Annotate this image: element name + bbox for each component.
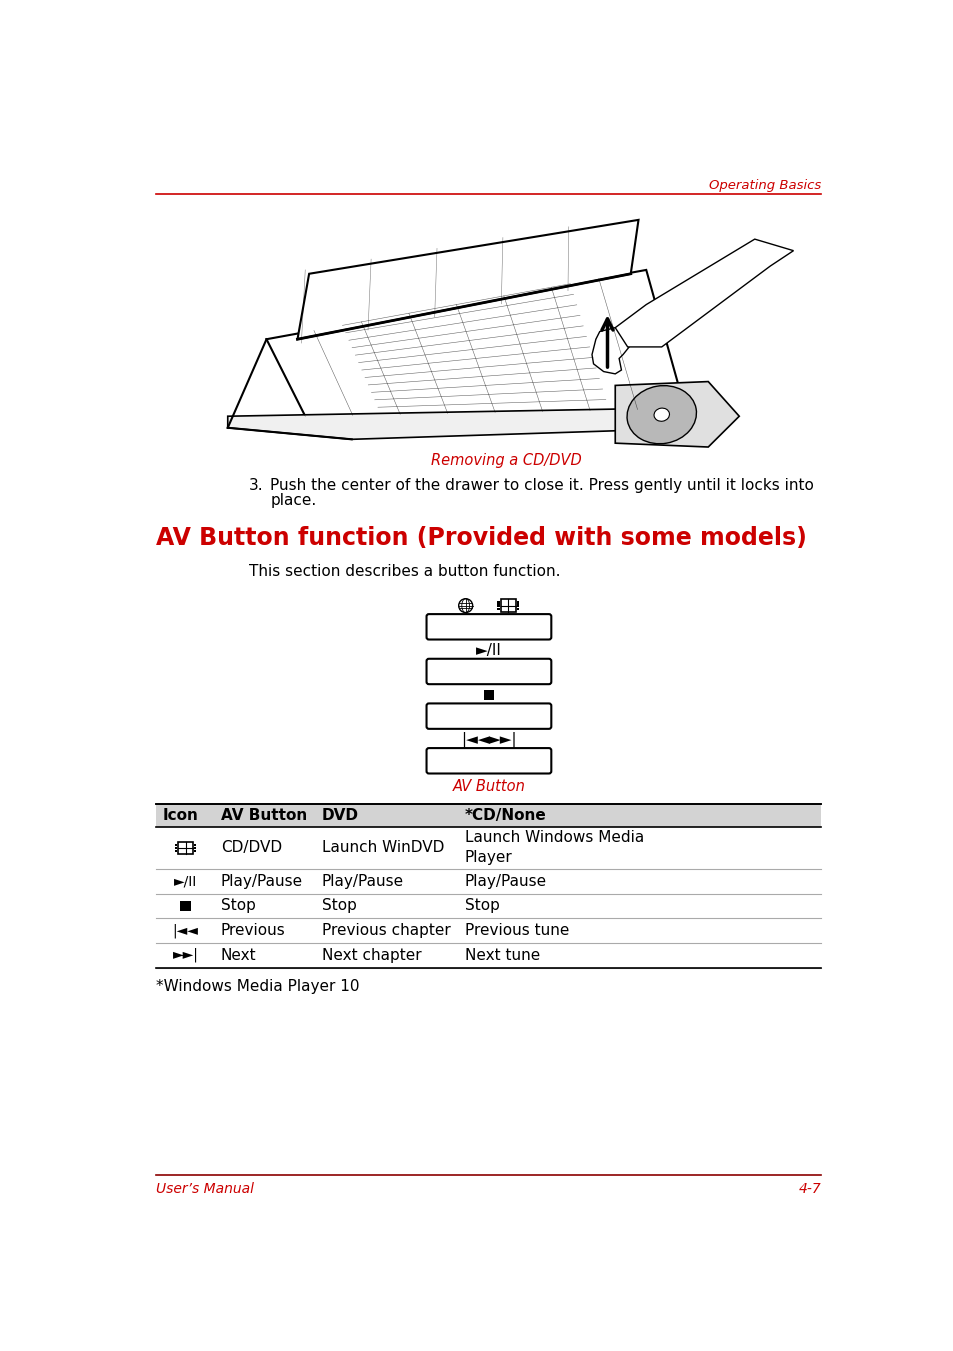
Polygon shape	[297, 220, 638, 339]
Text: ►►|: ►►|	[488, 732, 517, 747]
FancyBboxPatch shape	[426, 704, 551, 728]
Bar	[500, 600, 516, 612]
Text: Previous: Previous	[220, 923, 285, 938]
Ellipse shape	[654, 408, 669, 422]
Bar	[193, 847, 196, 848]
Text: ►/II: ►/II	[476, 643, 501, 658]
Text: Play/Pause: Play/Pause	[220, 874, 303, 889]
Text: Play/Pause: Play/Pause	[464, 874, 546, 889]
Bar	[174, 843, 177, 846]
Bar	[180, 901, 191, 912]
Text: Launch WinDVD: Launch WinDVD	[321, 840, 443, 855]
Text: *CD/None: *CD/None	[464, 808, 546, 823]
Text: Push the center of the drawer to close it. Press gently until it locks into: Push the center of the drawer to close i…	[270, 478, 814, 493]
Text: Removing a CD/DVD: Removing a CD/DVD	[431, 453, 581, 469]
Polygon shape	[266, 270, 684, 416]
Text: Launch Windows Media
Player: Launch Windows Media Player	[464, 831, 643, 865]
Text: Previous tune: Previous tune	[464, 923, 569, 938]
Text: Next chapter: Next chapter	[321, 947, 420, 963]
Bar	[174, 847, 177, 848]
Bar	[193, 843, 196, 846]
Bar	[517, 608, 518, 609]
Text: Next tune: Next tune	[464, 947, 539, 963]
Polygon shape	[228, 408, 707, 439]
Bar	[174, 850, 177, 852]
Text: AV Button: AV Button	[452, 780, 525, 794]
Bar	[497, 608, 499, 609]
FancyBboxPatch shape	[426, 659, 551, 684]
Text: |◄◄: |◄◄	[460, 732, 489, 747]
Text: place.: place.	[270, 493, 316, 508]
Polygon shape	[615, 239, 793, 347]
Text: Icon: Icon	[162, 808, 198, 823]
Polygon shape	[615, 381, 739, 447]
Text: Operating Basics: Operating Basics	[708, 180, 821, 192]
Text: CD/DVD: CD/DVD	[220, 840, 281, 855]
Polygon shape	[592, 328, 629, 374]
Bar	[156, 804, 821, 827]
Text: ►/II: ►/II	[173, 874, 197, 889]
FancyBboxPatch shape	[426, 615, 551, 639]
Text: Play/Pause: Play/Pause	[321, 874, 403, 889]
Bar	[517, 604, 518, 607]
Text: Stop: Stop	[464, 898, 499, 913]
Text: DVD: DVD	[321, 808, 358, 823]
Bar	[497, 604, 499, 607]
Text: *Windows Media Player 10: *Windows Media Player 10	[156, 979, 359, 994]
Bar	[177, 842, 193, 854]
Text: Previous chapter: Previous chapter	[321, 923, 450, 938]
Bar	[497, 601, 499, 604]
Text: Stop: Stop	[321, 898, 356, 913]
Text: Stop: Stop	[220, 898, 255, 913]
Text: 3.: 3.	[249, 478, 263, 493]
Bar	[517, 601, 518, 604]
Text: |◄◄: |◄◄	[172, 923, 198, 938]
Text: Next: Next	[220, 947, 256, 963]
Text: AV Button: AV Button	[220, 808, 307, 823]
Text: 4-7: 4-7	[798, 1182, 821, 1196]
Bar	[484, 690, 493, 700]
Text: This section describes a button function.: This section describes a button function…	[249, 565, 559, 580]
Text: AV Button function (Provided with some models): AV Button function (Provided with some m…	[156, 526, 806, 550]
Ellipse shape	[626, 385, 696, 443]
Text: User’s Manual: User’s Manual	[156, 1182, 254, 1196]
Bar	[193, 850, 196, 852]
Text: ►►|: ►►|	[172, 948, 198, 962]
FancyBboxPatch shape	[426, 748, 551, 774]
